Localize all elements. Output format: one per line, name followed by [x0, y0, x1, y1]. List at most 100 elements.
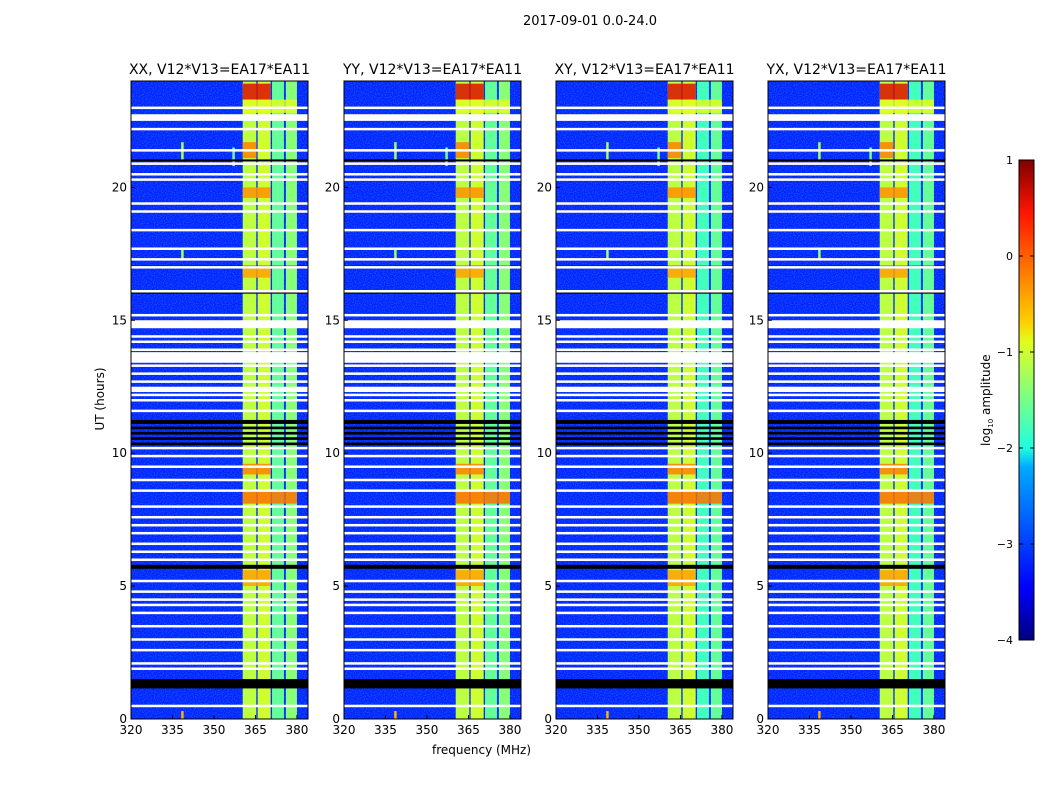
flagged-white-row	[768, 173, 945, 176]
flagged-white-row	[556, 531, 733, 535]
flagged-black-row	[556, 679, 733, 689]
x-tick-label: 320	[545, 723, 568, 737]
flagged-white-row	[344, 704, 521, 708]
flagged-white-row	[131, 523, 308, 527]
panel-frame	[767, 80, 946, 720]
flagged-black-row	[556, 442, 733, 446]
flagged-white-row	[131, 515, 308, 519]
flagged-white-row	[131, 505, 308, 508]
flagged-white-row	[556, 523, 733, 527]
flagged-white-row	[768, 465, 945, 468]
spectral-line	[818, 248, 821, 260]
flagged-white-range	[556, 320, 733, 329]
flagged-white-row	[344, 290, 521, 293]
spectral-line	[181, 248, 184, 260]
y-tick-label: 20	[537, 180, 552, 194]
flagged-white-row	[131, 611, 308, 615]
flagged-white-row	[556, 106, 733, 110]
flagged-white-row	[131, 478, 308, 482]
flagged-white-range	[556, 114, 733, 121]
flagged-white-row	[768, 598, 945, 601]
rfi-hotspot	[455, 99, 510, 113]
flagged-white-row	[768, 603, 945, 607]
y-tick-label: 0	[544, 712, 552, 726]
panel-xx: XX, V12*V13=EA17*EA11 320 335 350 365 380 0 5 10…	[112, 62, 310, 737]
flagged-white-row	[768, 531, 945, 535]
flagged-black-row	[344, 442, 521, 446]
rfi-hotspot	[879, 187, 908, 198]
flagged-white-row	[768, 638, 945, 641]
flagged-white-row	[556, 372, 733, 375]
rfi-hotspot	[242, 490, 297, 504]
flagged-black-row	[768, 442, 945, 446]
spectral-line	[606, 711, 609, 719]
flagged-white-row	[768, 340, 945, 344]
flagged-white-row	[556, 393, 733, 397]
y-tick-label: 10	[537, 446, 552, 460]
flagged-white-row	[131, 173, 308, 176]
flagged-white-row	[344, 228, 521, 232]
flagged-white-row	[131, 704, 308, 708]
flagged-white-row	[768, 162, 945, 165]
flagged-white-row	[344, 380, 521, 383]
flagged-white-row	[556, 258, 733, 261]
y-tick-label: 0	[332, 712, 340, 726]
flagged-white-row	[131, 335, 308, 338]
ylabel: UT (hours)	[93, 367, 107, 431]
flagged-white-row	[344, 340, 521, 344]
flagged-white-row	[556, 590, 733, 593]
flagged-white-row	[344, 210, 521, 213]
y-tick-label: 20	[112, 180, 127, 194]
flagged-white-row	[556, 348, 733, 351]
flagged-black-row	[344, 679, 521, 689]
flagged-white-row	[556, 173, 733, 176]
rfi-hotspot	[879, 267, 908, 278]
flagged-white-row	[556, 335, 733, 338]
rfi-hotspot	[667, 99, 722, 113]
flagged-white-row	[556, 380, 733, 383]
flagged-white-row	[131, 127, 308, 131]
spectral-line	[394, 248, 397, 260]
flagged-white-row	[131, 380, 308, 383]
flagged-white-row	[344, 550, 521, 554]
flagged-black-row	[131, 679, 308, 689]
flagged-white-row	[768, 258, 945, 261]
panel-frame	[555, 80, 734, 720]
flagged-black-row	[131, 564, 308, 569]
flagged-white-row	[556, 127, 733, 131]
flagged-white-row	[131, 638, 308, 641]
flagged-white-row	[556, 598, 733, 601]
panel-title: YX, V12*V13=EA17*EA11	[765, 62, 946, 78]
flagged-white-row	[768, 550, 945, 554]
flagged-black-row	[131, 159, 308, 162]
flagged-white-row	[556, 446, 733, 450]
flagged-white-row	[131, 247, 308, 250]
x-tick-label: 365	[881, 723, 904, 737]
flagged-white-row	[131, 162, 308, 165]
flagged-white-range	[768, 386, 945, 393]
spectral-line	[232, 147, 235, 167]
flagged-white-row	[344, 465, 521, 468]
x-tick-label: 380	[498, 723, 521, 737]
colorbar-tick-label: −2	[997, 442, 1013, 455]
colorbar-label: log10 amplitude	[978, 354, 996, 447]
flagged-white-row	[768, 380, 945, 383]
flagged-white-row	[344, 364, 521, 367]
flagged-white-row	[556, 290, 733, 293]
flagged-white-row	[556, 505, 733, 508]
panel-title: XX, V12*V13=EA17*EA11	[129, 62, 310, 78]
flagged-white-row	[131, 258, 308, 261]
flagged-black-row	[131, 442, 308, 446]
flagged-white-row	[768, 202, 945, 205]
flagged-white-row	[768, 558, 945, 561]
flagged-white-row	[556, 611, 733, 615]
flagged-white-row	[344, 667, 521, 670]
flagged-white-range	[131, 320, 308, 329]
flagged-white-row	[344, 149, 521, 152]
flagged-white-row	[344, 178, 521, 181]
flagged-white-row	[344, 173, 521, 176]
flagged-white-row	[768, 409, 945, 413]
flagged-white-row	[131, 590, 308, 593]
flagged-white-row	[556, 465, 733, 468]
flagged-white-range	[131, 352, 308, 363]
